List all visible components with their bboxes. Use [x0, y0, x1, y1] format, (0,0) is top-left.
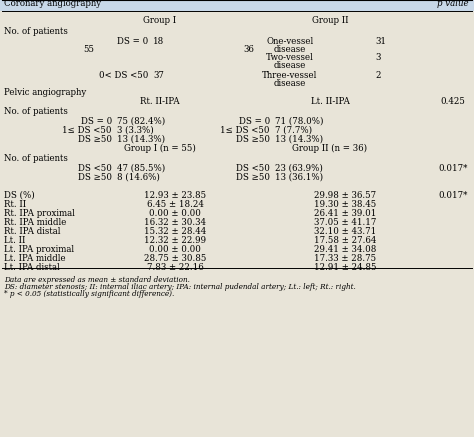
Text: 0.425: 0.425 — [440, 97, 465, 106]
Text: 18: 18 — [153, 37, 164, 46]
Text: 0.017*: 0.017* — [438, 191, 468, 200]
Text: 17.33 ± 28.75: 17.33 ± 28.75 — [314, 254, 376, 263]
Text: Pelvic angiography: Pelvic angiography — [4, 88, 86, 97]
Text: DS <50: DS <50 — [78, 164, 112, 173]
Text: 0.00 ± 0.00: 0.00 ± 0.00 — [149, 209, 201, 218]
Text: 19.30 ± 38.45: 19.30 ± 38.45 — [314, 200, 376, 209]
Text: 13 (14.3%): 13 (14.3%) — [117, 135, 165, 144]
Text: 23 (63.9%): 23 (63.9%) — [275, 164, 323, 173]
Text: 7.83 ± 22.16: 7.83 ± 22.16 — [146, 263, 203, 272]
Text: 37.05 ± 41.17: 37.05 ± 41.17 — [314, 218, 376, 227]
Text: 12.93 ± 23.85: 12.93 ± 23.85 — [144, 191, 206, 200]
Text: DS <50: DS <50 — [236, 164, 270, 173]
Text: 47 (85.5%): 47 (85.5%) — [117, 164, 165, 173]
Text: Group I: Group I — [144, 16, 176, 25]
Text: No. of patients: No. of patients — [4, 27, 68, 36]
Text: p value: p value — [437, 0, 469, 8]
Text: Rt. IPA proximal: Rt. IPA proximal — [4, 209, 75, 218]
Text: Rt. IPA distal: Rt. IPA distal — [4, 227, 61, 236]
Text: Lt. IPA proximal: Lt. IPA proximal — [4, 245, 74, 254]
Text: 71 (78.0%): 71 (78.0%) — [275, 117, 323, 126]
Text: Lt. IPA distal: Lt. IPA distal — [4, 263, 60, 272]
Text: 37: 37 — [153, 71, 164, 80]
Text: DS = 0: DS = 0 — [117, 37, 148, 46]
Text: 29.98 ± 36.57: 29.98 ± 36.57 — [314, 191, 376, 200]
Text: Three-vessel: Three-vessel — [262, 71, 318, 80]
Text: DS ≥50: DS ≥50 — [78, 173, 112, 182]
Text: * p < 0.05 (statistically significant difference).: * p < 0.05 (statistically significant di… — [4, 290, 174, 298]
Text: 13 (14.3%): 13 (14.3%) — [275, 135, 323, 144]
Text: 3: 3 — [375, 53, 380, 62]
Text: 7 (7.7%): 7 (7.7%) — [275, 126, 312, 135]
Text: No. of patients: No. of patients — [4, 107, 68, 116]
Text: Rt. II-IPA: Rt. II-IPA — [140, 97, 180, 106]
Text: 0< DS <50: 0< DS <50 — [99, 71, 148, 80]
Text: 75 (82.4%): 75 (82.4%) — [117, 117, 165, 126]
Text: 26.41 ± 39.01: 26.41 ± 39.01 — [314, 209, 376, 218]
Text: Data are expressed as mean ± standard deviation.: Data are expressed as mean ± standard de… — [4, 276, 190, 284]
Text: Group I (n = 55): Group I (n = 55) — [124, 144, 196, 153]
Text: 17.58 ± 27.64: 17.58 ± 27.64 — [314, 236, 376, 245]
Text: disease: disease — [274, 45, 306, 54]
Text: 36: 36 — [243, 45, 254, 54]
Text: 0.00 ± 0.00: 0.00 ± 0.00 — [149, 245, 201, 254]
Text: DS ≥50: DS ≥50 — [78, 135, 112, 144]
Text: 3 (3.3%): 3 (3.3%) — [117, 126, 154, 135]
Text: 28.75 ± 30.85: 28.75 ± 30.85 — [144, 254, 206, 263]
Text: 55: 55 — [83, 45, 94, 54]
Text: 31: 31 — [375, 37, 386, 46]
Text: 12.91 ± 24.85: 12.91 ± 24.85 — [314, 263, 376, 272]
Text: 8 (14.6%): 8 (14.6%) — [117, 173, 160, 182]
Bar — [0, 0, 474, 11]
Text: Lt. II-IPA: Lt. II-IPA — [310, 97, 349, 106]
Text: Rt. II: Rt. II — [4, 200, 26, 209]
Text: One-vessel: One-vessel — [266, 37, 314, 46]
Text: DS ≥50: DS ≥50 — [236, 173, 270, 182]
Text: Group II: Group II — [312, 16, 348, 25]
Text: 29.41 ± 34.08: 29.41 ± 34.08 — [314, 245, 376, 254]
Text: 0.017*: 0.017* — [438, 164, 468, 173]
Text: 32.10 ± 43.71: 32.10 ± 43.71 — [314, 227, 376, 236]
Text: 16.32 ± 30.34: 16.32 ± 30.34 — [144, 218, 206, 227]
Text: Rt. IPA middle: Rt. IPA middle — [4, 218, 66, 227]
Text: 2: 2 — [375, 71, 381, 80]
Text: 12.32 ± 22.99: 12.32 ± 22.99 — [144, 236, 206, 245]
Text: No. of patients: No. of patients — [4, 154, 68, 163]
Text: 13 (36.1%): 13 (36.1%) — [275, 173, 323, 182]
Text: Lt. IPA middle: Lt. IPA middle — [4, 254, 65, 263]
Text: Two-vessel: Two-vessel — [266, 53, 314, 62]
Text: 15.32 ± 28.44: 15.32 ± 28.44 — [144, 227, 206, 236]
Text: 1≤ DS <50: 1≤ DS <50 — [220, 126, 270, 135]
Text: disease: disease — [274, 61, 306, 70]
Text: Group II (n = 36): Group II (n = 36) — [292, 144, 367, 153]
Text: DS ≥50: DS ≥50 — [236, 135, 270, 144]
Text: DS = 0: DS = 0 — [239, 117, 270, 126]
Text: Lt. II: Lt. II — [4, 236, 26, 245]
Text: DS: diameter stenosis; II: internal iliac artery; IPA: internal pudendal artery;: DS: diameter stenosis; II: internal ilia… — [4, 283, 356, 291]
Text: 6.45 ± 18.24: 6.45 ± 18.24 — [146, 200, 203, 209]
Text: DS (%): DS (%) — [4, 191, 35, 200]
Text: disease: disease — [274, 79, 306, 88]
Text: 1≤ DS <50: 1≤ DS <50 — [63, 126, 112, 135]
Text: DS = 0: DS = 0 — [81, 117, 112, 126]
Text: Coronary angiography: Coronary angiography — [4, 0, 101, 8]
